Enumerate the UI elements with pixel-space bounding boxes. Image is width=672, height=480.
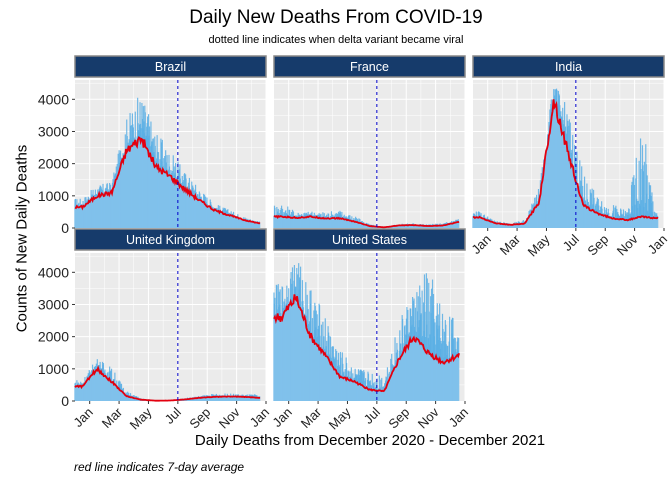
x-tick-label: Jan bbox=[446, 405, 471, 430]
x-tick-label: Jan bbox=[645, 232, 670, 257]
y-tick-label: 0 bbox=[61, 393, 69, 409]
panel-title-united-states: United States bbox=[332, 233, 407, 247]
x-tick-label: Sep bbox=[385, 405, 412, 432]
panel-background-france bbox=[274, 80, 465, 228]
x-tick-label: May bbox=[326, 404, 354, 432]
y-tick-label: 4000 bbox=[38, 264, 69, 280]
x-tick-label: Sep bbox=[186, 405, 213, 432]
panel-france: France bbox=[273, 55, 466, 229]
x-tick-label: Nov bbox=[614, 231, 641, 258]
x-tick-label: Jul bbox=[361, 404, 383, 426]
x-tick-label: May bbox=[127, 404, 155, 432]
y-axis-label: Counts of New Daily Deaths bbox=[13, 144, 31, 333]
panel-title-india: India bbox=[555, 60, 582, 74]
x-tick-label: Mar bbox=[497, 231, 524, 258]
panel-strip-france bbox=[273, 55, 466, 78]
x-tick-label: Nov bbox=[216, 404, 243, 431]
panel-title-brazil: Brazil bbox=[155, 60, 186, 74]
panel-brazil: Brazil 0 1000 2000 3000 4000 bbox=[38, 55, 267, 236]
average-line-france bbox=[273, 214, 460, 229]
average-area-united-kingdom bbox=[75, 369, 261, 401]
average-area-brazil bbox=[75, 138, 261, 228]
panel-strip-united-kingdom bbox=[74, 228, 267, 251]
y-tick-label: 3000 bbox=[38, 296, 69, 312]
x-tick-label: Jan bbox=[468, 232, 493, 257]
panel-strip-india bbox=[472, 55, 665, 78]
average-line-brazil bbox=[74, 136, 261, 225]
y-tick-label: 0 bbox=[61, 220, 69, 236]
average-line-united-kingdom bbox=[74, 365, 261, 402]
x-tick-label: May bbox=[525, 231, 553, 259]
x-tick-label: Jul bbox=[560, 231, 582, 253]
x-tick-label: Mar bbox=[99, 404, 126, 431]
average-area-india bbox=[473, 102, 659, 228]
x-tick-label: Jul bbox=[162, 404, 184, 426]
panel-strip-united-states bbox=[273, 228, 466, 251]
chart-title: Daily New Deaths From COVID-19 bbox=[189, 7, 483, 28]
chart-caption: red line indicates 7-day average bbox=[74, 460, 245, 474]
panel-title-united-kingdom: United Kingdom bbox=[126, 233, 215, 247]
panel-title-france: France bbox=[350, 60, 389, 74]
x-axis-label: Daily Deaths from December 2020 - Decemb… bbox=[194, 432, 546, 449]
x-tick-label: Jan bbox=[247, 405, 272, 430]
y-tick-label: 4000 bbox=[38, 91, 69, 107]
x-tick-label: Mar bbox=[298, 404, 325, 431]
average-line-united-states bbox=[273, 294, 460, 393]
y-tick-label: 1000 bbox=[38, 188, 69, 204]
panel-strip-brazil bbox=[74, 55, 267, 78]
average-area-united-states bbox=[274, 298, 460, 401]
y-tick-label: 3000 bbox=[38, 123, 69, 139]
x-tick-label: Sep bbox=[584, 232, 611, 259]
y-tick-label: 2000 bbox=[38, 329, 69, 345]
y-tick-label: 1000 bbox=[38, 361, 69, 377]
y-tick-label: 2000 bbox=[38, 156, 69, 172]
x-tick-label: Jan bbox=[70, 405, 95, 430]
chart-subtitle: dotted line indicates when delta variant… bbox=[208, 34, 464, 46]
x-tick-label: Nov bbox=[415, 404, 442, 431]
x-tick-label: Jan bbox=[269, 405, 294, 430]
average-line-india bbox=[473, 99, 659, 226]
